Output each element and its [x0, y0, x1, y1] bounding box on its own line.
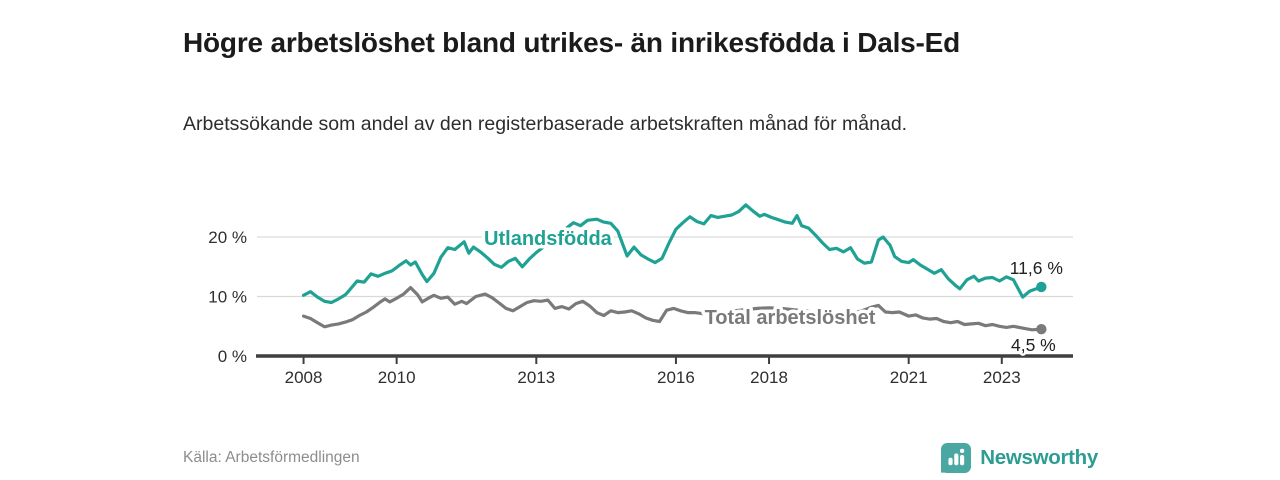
series-label-total: Total arbetslöshet — [705, 307, 876, 329]
y-tick-label-10: 10 % — [208, 288, 247, 307]
x-tick-label-2023: 2023 — [983, 368, 1021, 387]
end-value-label-total: 4,5 % — [1011, 335, 1056, 355]
chart-subtitle: Arbetssökande som andel av den registerb… — [183, 112, 908, 135]
chart-footer: Källa: Arbetsförmedlingen Newsworthy — [183, 442, 1098, 474]
newsworthy-badge-icon — [941, 443, 972, 473]
newsworthy-logo-text: Newsworthy — [980, 446, 1098, 469]
x-tick-label-2016: 2016 — [657, 368, 695, 387]
newsworthy-logo: Newsworthy — [941, 443, 1098, 473]
x-tick-label-2010: 2010 — [378, 368, 416, 387]
end-value-label-utlandsfodda: 11,6 % — [1010, 258, 1063, 278]
x-tick-label-2008: 2008 — [285, 368, 323, 387]
x-tick-label-2018: 2018 — [750, 368, 788, 387]
end-dot-utlandsfodda — [1036, 281, 1047, 293]
x-tick-label-2013: 2013 — [517, 368, 555, 387]
source-note: Källa: Arbetsförmedlingen — [183, 449, 360, 466]
y-tick-label-20: 20 % — [208, 228, 247, 247]
series-line-utlandsfodda — [301, 203, 1043, 305]
series-label-utlandsfodda: Utlandsfödda — [484, 228, 613, 250]
end-dot-total — [1036, 324, 1047, 335]
y-tick-label-0: 0 % — [218, 347, 247, 366]
series-line-total — [301, 286, 1043, 332]
page-title: Högre arbetslöshet bland utrikes- än inr… — [183, 26, 961, 58]
x-tick-label-2021: 2021 — [890, 368, 928, 387]
